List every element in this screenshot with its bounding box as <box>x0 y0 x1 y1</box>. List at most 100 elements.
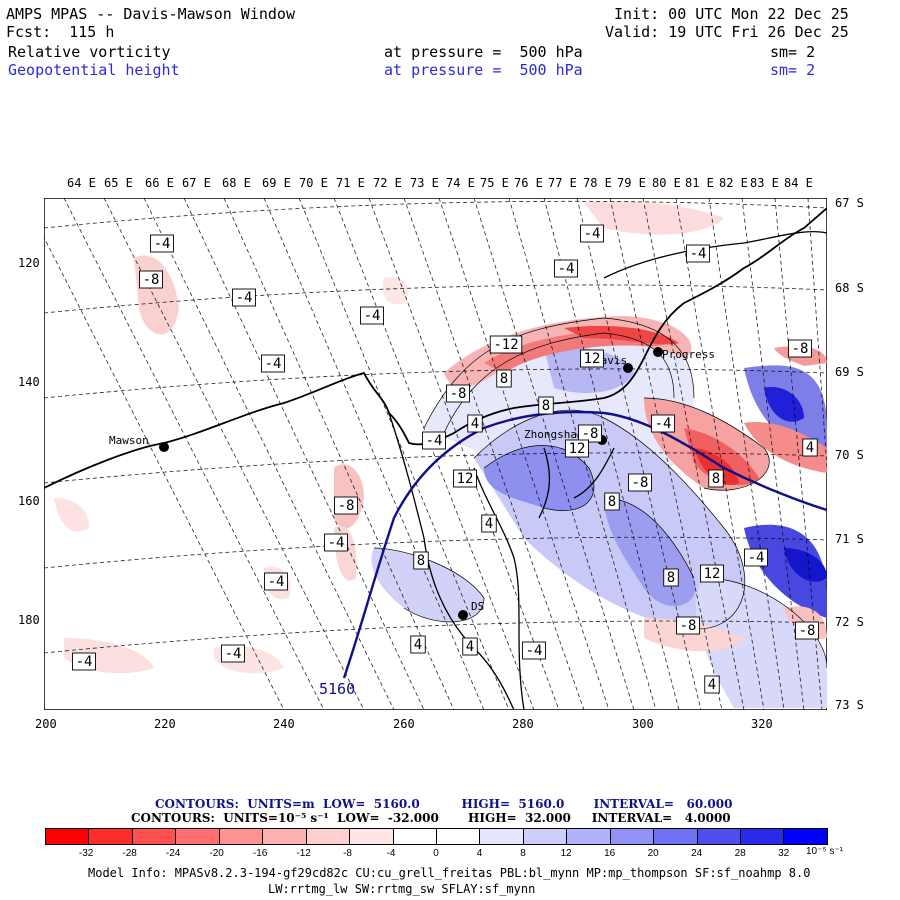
station-name: DS <box>471 600 484 613</box>
contour-label: 8 <box>413 551 429 570</box>
height-contour-label: 5160 <box>319 680 355 698</box>
contour-label-box <box>139 270 163 289</box>
lon-label: 79 E <box>617 176 646 190</box>
contour-label: -8 <box>628 473 652 492</box>
colorbar-swatch <box>176 829 220 844</box>
ice-shelf-boundary <box>388 412 615 710</box>
colorbar-unit: 10⁻⁵ s⁻¹ <box>806 846 843 857</box>
station-progress: Progress <box>653 347 715 361</box>
lon-label: 64 E <box>67 176 96 190</box>
contour-label-box <box>565 439 589 458</box>
contour-label-box <box>744 548 768 567</box>
contour-label: -8 <box>139 270 163 289</box>
contour-label-box <box>324 533 348 552</box>
lat-label: 71 S <box>835 532 864 546</box>
contour-label-text: -8 <box>143 272 160 288</box>
lat-label: 70 S <box>835 448 864 462</box>
colorbar-swatch <box>219 829 264 844</box>
contour-label-text: 4 <box>414 637 422 653</box>
contour-label-text: -4 <box>268 574 285 590</box>
forecast-hour: Fcst: 115 h <box>6 23 115 41</box>
contour-label: 4 <box>462 637 478 656</box>
contour-label: 4 <box>704 675 720 694</box>
contour-label-box <box>496 369 512 388</box>
contour-label-text: 8 <box>608 494 616 510</box>
coastline <box>44 207 827 489</box>
colorbar-swatch <box>436 829 481 844</box>
contour-label: -4 <box>261 354 285 373</box>
colorbar-swatch <box>697 829 741 844</box>
colorbar-tick-label: -32 <box>78 848 94 859</box>
colorbar-swatch <box>89 829 133 844</box>
contour-label: -4 <box>422 431 446 450</box>
contour-label-text: -4 <box>154 236 171 252</box>
station-marker <box>458 610 468 620</box>
contour-label-text: -4 <box>426 433 443 449</box>
vorticity-map: 5160 Mawson Davis Zhongshan Progress DS … <box>44 198 827 710</box>
init-time: Init: 00 UTC Mon 22 Dec 25 <box>614 5 849 23</box>
y-tick-label: 140 <box>18 375 40 389</box>
valid-time: Valid: 19 UTC Fri 26 Dec 25 <box>605 23 849 41</box>
colorbar-swatch <box>741 829 785 844</box>
colorbar-tick-label: -16 <box>252 848 268 859</box>
station-marker <box>653 347 663 357</box>
contour-label-box <box>604 492 620 511</box>
colorbar-tick-label: 8 <box>520 848 526 859</box>
contour-label: -8 <box>795 621 819 640</box>
contour-label: -12 <box>489 335 523 354</box>
x-tick-label: 320 <box>751 717 773 731</box>
colorbar-tick-label: -12 <box>296 848 311 859</box>
contour-label-text: -8 <box>582 426 599 442</box>
lon-label: 80 E <box>652 176 681 190</box>
contour-label-box <box>334 496 358 515</box>
contour-label-box <box>221 644 245 663</box>
y-tick-label: 120 <box>18 256 40 270</box>
height-contour <box>342 410 827 679</box>
contour-label-box <box>700 564 724 583</box>
contour-label: -4 <box>264 572 288 591</box>
field1-name: Relative vorticity <box>8 43 171 61</box>
colorbar-swatch <box>393 829 437 844</box>
contour-label-text: -8 <box>338 498 355 514</box>
station-mawson: Mawson <box>109 434 169 452</box>
contour-label-box <box>580 349 604 368</box>
ridge-line <box>603 230 827 279</box>
station-name: Zhongshan <box>524 428 584 441</box>
contour-label-box <box>663 568 679 587</box>
colorbar-tick-label: -28 <box>122 848 137 859</box>
contour-label-text: 4 <box>485 516 493 532</box>
contour-label-text: -8 <box>792 341 809 357</box>
station-name: Progress <box>662 348 715 361</box>
station-ds: DS <box>458 600 484 620</box>
contour-label-box <box>467 414 483 433</box>
contour-label-box <box>686 244 710 263</box>
colorbar-tick-label: 16 <box>604 848 616 859</box>
contour-label-box <box>538 396 554 415</box>
contour-label: -4 <box>744 548 768 567</box>
contour-label-box <box>788 339 812 358</box>
contour-label: -8 <box>578 424 602 443</box>
contour-label-box <box>708 469 724 488</box>
contour-label-box <box>522 641 546 660</box>
contour-label-box <box>481 514 497 533</box>
station-name: Mawson <box>109 434 149 447</box>
contour-label-text: -8 <box>799 623 816 639</box>
contour-label-text: -4 <box>690 246 707 262</box>
contour-label-box <box>413 551 429 570</box>
contour-label-text: 12 <box>457 471 474 487</box>
field1-smooth: sm= 2 <box>770 43 816 61</box>
contour-label: 8 <box>538 396 554 415</box>
colorbar-swatch <box>567 829 611 844</box>
contour-label: 4 <box>410 635 426 654</box>
contour-label: 8 <box>604 492 620 511</box>
contour-label: 12 <box>580 349 604 368</box>
colorbar-swatch <box>350 829 394 844</box>
lat-label: 67 S <box>835 196 864 210</box>
lon-label: 69 E <box>262 176 291 190</box>
contour-label: -8 <box>446 384 470 403</box>
colorbar-swatch <box>654 829 698 844</box>
contour-label: 12 <box>453 469 477 488</box>
contour-label-text: -4 <box>748 550 765 566</box>
colorbar-swatch <box>610 829 655 844</box>
